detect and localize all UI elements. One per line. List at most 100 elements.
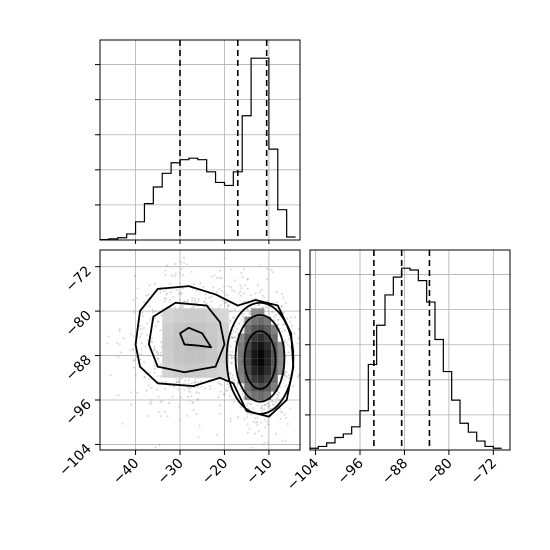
scatter-point [194,380,197,383]
scatter-point [230,361,233,364]
scatter-point [247,402,249,405]
scatter-point [263,404,266,407]
scatter-point [174,272,177,275]
scatter-point [117,355,120,358]
scatter-point [204,297,207,300]
scatter-point [260,288,263,291]
density-cell [257,341,265,350]
scatter-point [178,378,181,381]
scatter-point [184,300,186,303]
scatter-point [261,407,264,410]
scatter-point [153,362,156,365]
density-cell [264,375,272,384]
scatter-point [145,294,148,297]
scatter-point [189,387,192,390]
scatter-point [266,306,269,309]
density-cell [173,336,185,350]
scatter-point [243,292,246,295]
density-cell [206,336,218,350]
scatter-point [246,308,249,311]
scatter-point [231,356,234,359]
scatter-point [229,371,232,374]
density-cell [264,333,272,342]
scatter-point [191,300,194,303]
scatter-point [297,328,300,331]
scatter-point [133,311,135,313]
scatter-point [188,399,191,402]
scatter-point [273,315,276,318]
scatter-point [229,320,232,323]
tick-label-x: −104 [284,455,323,494]
scatter-point [232,316,235,319]
scatter-point [239,290,242,293]
scatter-point [139,328,142,331]
scatter-point [256,416,259,419]
scatter-point [165,264,168,267]
tick-label-x: −20 [199,456,231,488]
scatter-point [153,372,156,374]
scatter-point [284,385,287,388]
scatter-point [177,388,180,391]
scatter-point [275,291,278,294]
scatter-point [196,380,199,383]
density-cell [251,333,258,342]
tick-label-y: −72 [63,263,95,295]
scatter-point [263,408,266,411]
scatter-point [247,308,249,311]
scatter-point [153,349,155,352]
scatter-point [233,400,236,403]
density-cell [173,308,185,323]
scatter-point [195,413,198,416]
scatter-point [219,304,222,307]
density-cell [251,308,258,317]
scatter-point [293,332,296,335]
scatter-point [228,304,231,307]
scatter-point [224,293,227,296]
scatter-point [148,284,151,287]
scatter-point [264,403,267,406]
scatter-point [132,359,135,362]
scatter-point [250,306,253,309]
scatter-point [200,385,203,388]
scatter-point [285,376,288,379]
scatter-point [291,385,294,388]
scatter-point [241,276,244,279]
density-cell [264,350,272,359]
scatter-point [226,304,229,307]
scatter-point [163,411,166,413]
scatter-point [166,292,168,295]
scatter-point [229,345,232,348]
scatter-point [187,387,190,390]
scatter-point [254,432,257,435]
scatter-point [297,375,300,378]
density-cell [244,341,252,350]
scatter-point [215,277,218,279]
density-cell [195,322,207,337]
scatter-point [213,274,216,277]
scatter-point [159,292,162,294]
density-cell [257,375,265,384]
density-cell [271,325,278,334]
density-cell [251,316,258,325]
scatter-point [243,300,246,303]
scatter-point [284,329,286,332]
density-cell [217,322,229,337]
scatter-point [161,400,163,402]
scatter-point [281,292,284,295]
scatter-point [164,274,167,276]
scatter-point [230,336,233,339]
scatter-point [231,377,233,380]
scatter-point [218,404,221,407]
scatter-point [190,270,193,273]
scatter-point [230,332,233,335]
scatter-point [167,402,170,405]
scatter-point [183,261,186,264]
scatter-point [284,374,286,377]
scatter-point [176,381,179,383]
scatter-point [246,416,249,419]
scatter-point [241,315,244,317]
scatter-point [242,316,245,319]
density-cell [251,391,258,400]
scatter-point [143,361,146,364]
density-cell [257,316,265,325]
